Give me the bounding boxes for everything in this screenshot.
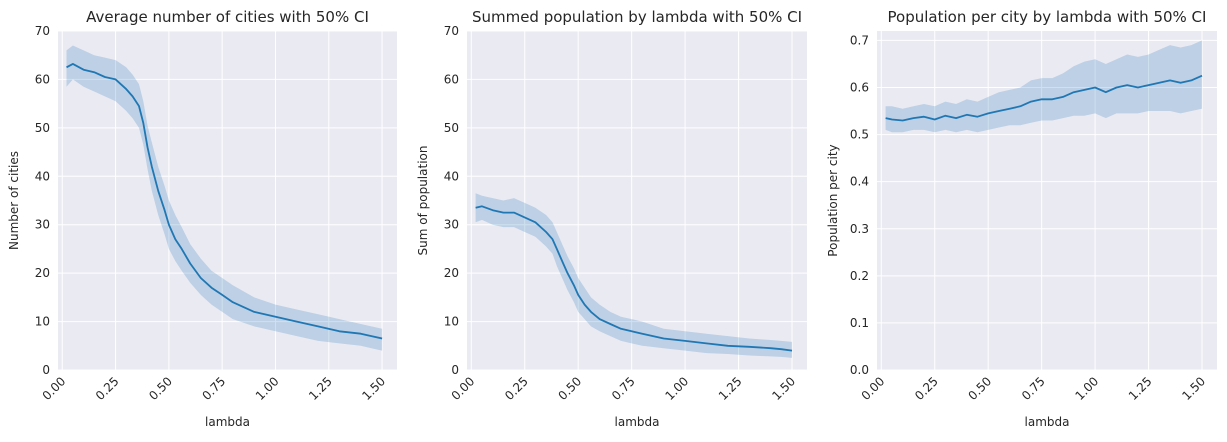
confidence-band: [66, 45, 383, 351]
x-tick-label: 0.75: [199, 374, 228, 403]
x-tick-label: 1.00: [1072, 374, 1101, 403]
y-tick-label: 0.7: [850, 33, 869, 47]
x-tick-label: 0.75: [1019, 374, 1048, 403]
x-axis-label: lambda: [205, 415, 250, 429]
x-tick-label: 0.00: [859, 374, 888, 403]
x-tick-label: 1.00: [253, 374, 282, 403]
x-tick-label: 0.75: [609, 374, 638, 403]
y-tick-label: 70: [444, 24, 459, 38]
x-tick-label: 0.25: [93, 374, 122, 403]
y-tick-label: 0.5: [850, 128, 869, 142]
x-tick-label: 1.50: [1179, 374, 1208, 403]
confidence-band: [885, 40, 1202, 133]
chart-title: Average number of cities with 50% CI: [86, 8, 369, 26]
y-tick-label: 60: [35, 72, 50, 86]
y-tick-label: 60: [444, 72, 459, 86]
plot-area: [467, 31, 807, 370]
x-tick-label: 1.00: [662, 374, 691, 403]
y-tick-label: 0.3: [850, 222, 869, 236]
x-tick-label: 0.50: [966, 374, 995, 403]
plot-area: [58, 31, 397, 370]
series-line: [66, 63, 383, 340]
y-tick-label: 0: [42, 363, 50, 377]
chart-title: Population per city by lambda with 50% C…: [888, 8, 1207, 26]
x-tick-label: 0.00: [40, 374, 69, 403]
chart-panel-3: 0.0 0.1 0.2 0.3 0.4 0.5 0.6 0.7 0.00 0.25 0.50 0.75…: [826, 8, 1217, 429]
y-axis-label: Sum of population: [416, 146, 430, 256]
confidence-band: [475, 193, 792, 358]
x-tick-label: 0.50: [556, 374, 585, 403]
y-tick-label: 50: [444, 121, 459, 135]
y-tick-label: 30: [444, 218, 459, 232]
y-tick-label: 10: [444, 315, 459, 329]
chart-panel-1: 0 10 20 30 40 50 60 70 0.00 0.25 0.50 0.75 1.00 1.25 1…: [7, 8, 397, 429]
y-tick-label: 0: [451, 363, 459, 377]
y-tick-label: 40: [444, 169, 459, 183]
x-tick-label: 0.50: [146, 374, 175, 403]
y-axis-label: Number of cities: [7, 151, 21, 250]
y-tick-label: 0.6: [850, 81, 869, 95]
x-tick-label: 1.50: [359, 374, 388, 403]
x-axis-label: lambda: [615, 415, 660, 429]
y-tick-label: 40: [35, 169, 50, 183]
series-line: [885, 74, 1203, 122]
y-tick-label: 0.4: [850, 175, 869, 189]
y-tick-label: 10: [35, 315, 50, 329]
y-tick-label: 30: [35, 218, 50, 232]
y-tick-label: 20: [444, 266, 459, 280]
y-axis-label: Population per city: [826, 144, 840, 256]
x-tick-label: 0.25: [912, 374, 941, 403]
x-tick-label: 1.50: [769, 374, 798, 403]
y-tick-label: 0.0: [850, 363, 869, 377]
chart-panel-2: 0 10 20 30 40 50 60 70 0.00 0.25 0.50 0.75 1.00 1.25 1…: [416, 8, 807, 429]
series-line: [475, 205, 793, 352]
chart-title: Summed population by lambda with 50% CI: [472, 8, 802, 26]
y-tick-label: 70: [35, 24, 50, 38]
x-tick-label: 1.25: [716, 374, 745, 403]
y-tick-label: 50: [35, 121, 50, 135]
x-tick-label: 0.00: [449, 374, 478, 403]
y-tick-label: 0.1: [850, 316, 869, 330]
x-axis-label: lambda: [1025, 415, 1070, 429]
y-tick-label: 0.2: [850, 269, 869, 283]
x-tick-label: 1.25: [1126, 374, 1155, 403]
x-tick-label: 1.25: [306, 374, 335, 403]
x-tick-label: 0.25: [502, 374, 531, 403]
y-tick-label: 20: [35, 266, 50, 280]
